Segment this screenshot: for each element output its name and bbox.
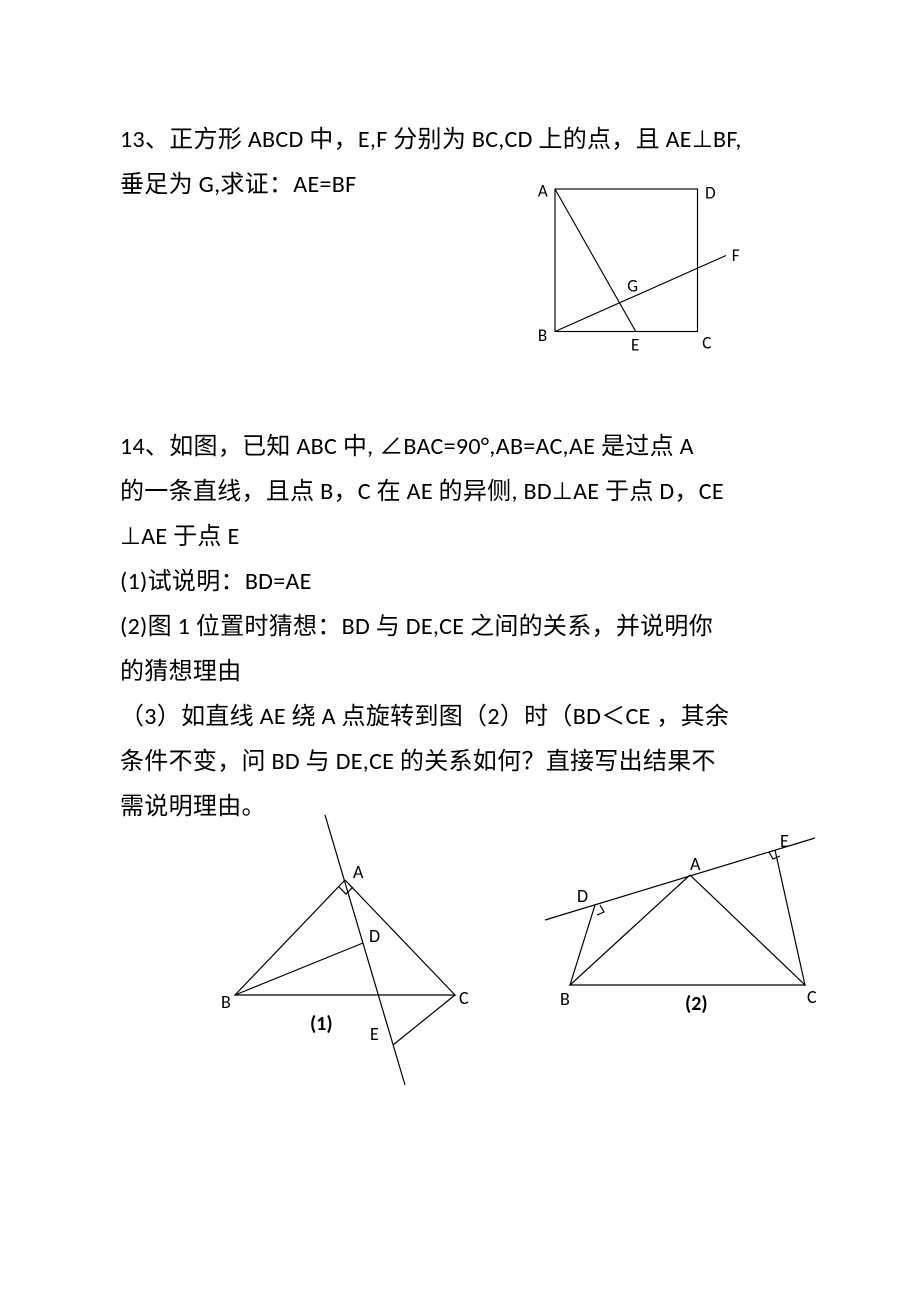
p14f2-label-A: A	[690, 853, 701, 875]
p14f1-label-C: C	[459, 987, 469, 1009]
p13-diagram: A D B C E F G	[520, 170, 780, 360]
p14f1-label-B: B	[221, 991, 231, 1013]
p14f1-label-A: A	[353, 861, 364, 883]
p14-fig2: A B C D E (2)	[525, 815, 845, 1045]
p14-line3: ⊥AE 于点 E	[120, 515, 820, 559]
p14f1-label-D: D	[369, 925, 380, 947]
p14-line2: 的一条直线，且点 B，C 在 AE 的异侧, BD⊥AE 于点 D，CE	[120, 470, 820, 514]
p14f2-label-C: C	[807, 986, 817, 1008]
p14f2-label-D: D	[577, 885, 588, 907]
p13-label-C: C	[702, 333, 711, 354]
p14f1-label-E: E	[370, 1023, 379, 1045]
p14f2-label-B: B	[560, 988, 570, 1010]
p14f2-caption: (2)	[685, 992, 708, 1016]
p13-label-B: B	[538, 325, 547, 346]
p13-label-G: G	[627, 276, 638, 297]
p14-line5: (2)图 1 位置时猜想：BD 与 DE,CE 之间的关系，并说明你	[120, 605, 820, 649]
p14-line8: 条件不变，问 BD 与 DE,CE 的关系如何？直接写出结果不	[120, 740, 820, 784]
p14-fig1: A B C D E (1)	[205, 810, 495, 1090]
p14-line6: 的猜想理由	[120, 650, 820, 694]
p13-label-D: D	[705, 183, 716, 204]
p14-line4: (1)试说明：BD=AE	[120, 560, 820, 604]
p13-label-E: E	[631, 335, 639, 356]
p14f2-label-E: E	[780, 830, 789, 852]
p14-line1: 14、如图，已知 ABC 中, ∠BAC=90°,AB=AC,AE 是过点 A	[120, 425, 820, 469]
page: 13、正方形 ABCD 中，E,F 分别为 BC,CD 上的点，且 AE⊥BF,…	[0, 0, 920, 1302]
p14-line7: （3）如直线 AE 绕 A 点旋转到图（2）时（BD＜CE ，其余	[120, 695, 820, 739]
p14f1-caption: (1)	[310, 1012, 333, 1036]
p13-line1: 13、正方形 ABCD 中，E,F 分别为 BC,CD 上的点，且 AE⊥BF,	[120, 118, 820, 162]
p13-label-A: A	[538, 181, 548, 202]
p13-label-F: F	[732, 245, 740, 266]
